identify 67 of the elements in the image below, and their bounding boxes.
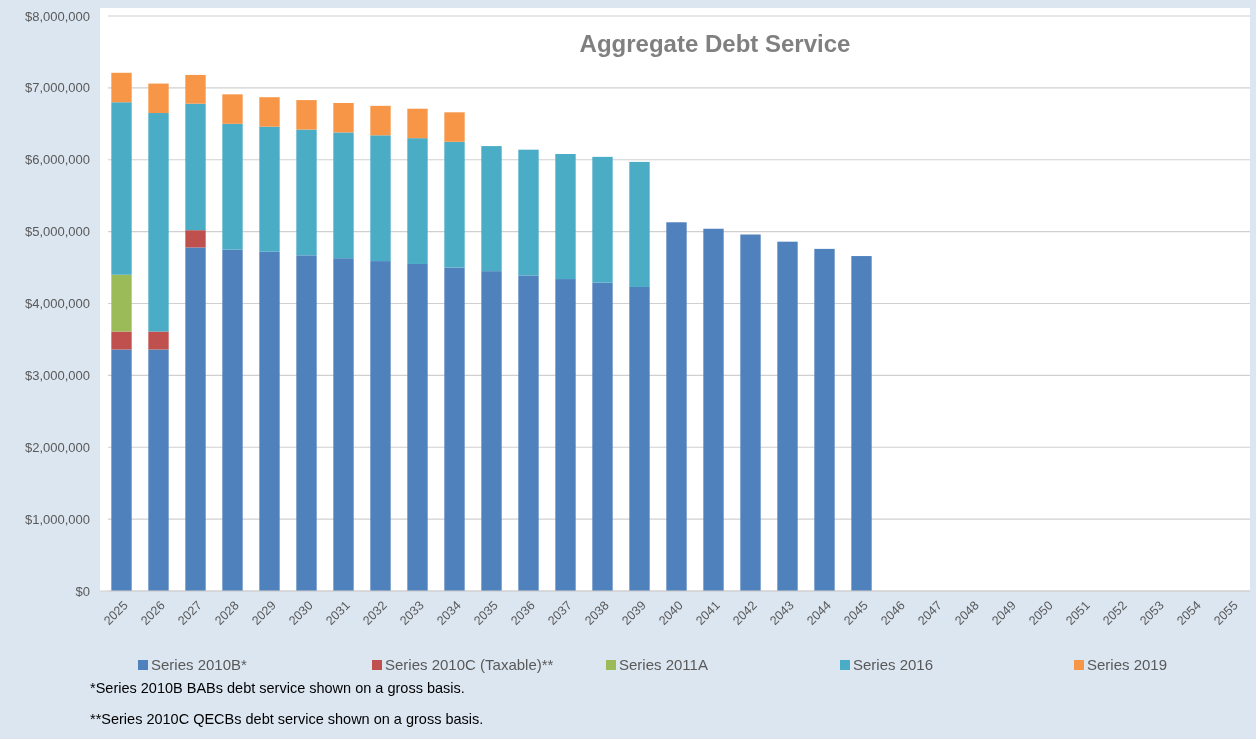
bar bbox=[111, 331, 132, 350]
bar bbox=[111, 102, 132, 275]
bar bbox=[444, 141, 465, 268]
bar bbox=[518, 275, 539, 591]
text: Aggregate Debt Service bbox=[579, 30, 851, 57]
bar bbox=[222, 94, 243, 124]
bar bbox=[259, 126, 280, 252]
bar bbox=[555, 279, 576, 591]
bar bbox=[111, 72, 132, 103]
bar bbox=[481, 146, 502, 272]
bar bbox=[148, 83, 169, 114]
bar bbox=[444, 267, 465, 591]
bar bbox=[296, 255, 317, 591]
bar bbox=[370, 135, 391, 262]
bar bbox=[444, 112, 465, 142]
bar bbox=[333, 102, 354, 133]
bar bbox=[592, 156, 613, 283]
legend-label: Series 2010C (Taxable)** bbox=[385, 656, 554, 674]
bar bbox=[185, 74, 206, 104]
legend-label: Series 2016 bbox=[853, 656, 934, 674]
y-tick-label: $8,000,000 bbox=[24, 8, 90, 24]
bar bbox=[222, 123, 243, 250]
bar bbox=[814, 248, 835, 591]
bar bbox=[703, 228, 724, 591]
y-tick-label: $7,000,000 bbox=[24, 80, 90, 96]
bar bbox=[370, 261, 391, 591]
bar bbox=[111, 274, 132, 332]
bar bbox=[629, 286, 650, 591]
bar bbox=[148, 349, 169, 591]
bar bbox=[407, 138, 428, 264]
y-tick-label: $3,000,000 bbox=[24, 367, 90, 383]
y-tick-label: $1,000,000 bbox=[24, 511, 90, 527]
bar bbox=[555, 154, 576, 280]
bar bbox=[592, 282, 613, 591]
bar bbox=[185, 103, 206, 231]
bar bbox=[296, 129, 317, 256]
text: **Series 2010C QECBs debt service shown on a gross basis. bbox=[90, 711, 484, 728]
y-tick-label: $5,000,000 bbox=[24, 224, 90, 240]
bar bbox=[296, 100, 317, 130]
y-tick-label: $4,000,000 bbox=[24, 296, 90, 312]
bar bbox=[148, 331, 169, 350]
y-tick-label: $2,000,000 bbox=[24, 439, 90, 455]
bar bbox=[851, 256, 872, 591]
text: *Series 2010B BABs debt service shown on a gross basis. bbox=[90, 680, 465, 697]
bar bbox=[407, 263, 428, 591]
bar bbox=[370, 105, 391, 136]
bar bbox=[222, 249, 243, 591]
bar bbox=[333, 258, 354, 591]
legend-label: Series 2010B* bbox=[151, 656, 248, 674]
legend-label: Series 2019 bbox=[1087, 656, 1168, 674]
bar bbox=[111, 349, 132, 591]
bar bbox=[481, 271, 502, 591]
y-tick-label: $6,000,000 bbox=[24, 152, 90, 168]
bar bbox=[259, 97, 280, 127]
bar bbox=[666, 222, 687, 591]
legend-label: Series 2011A bbox=[619, 656, 708, 674]
bar bbox=[740, 234, 761, 591]
bar bbox=[777, 241, 798, 591]
bar bbox=[518, 149, 539, 276]
y-tick-label: $0 bbox=[75, 583, 90, 599]
bar bbox=[259, 251, 280, 591]
bar bbox=[333, 132, 354, 259]
bar bbox=[185, 230, 206, 248]
bar bbox=[185, 247, 206, 591]
bar bbox=[407, 108, 428, 139]
bar bbox=[629, 161, 650, 287]
bar bbox=[148, 113, 169, 332]
